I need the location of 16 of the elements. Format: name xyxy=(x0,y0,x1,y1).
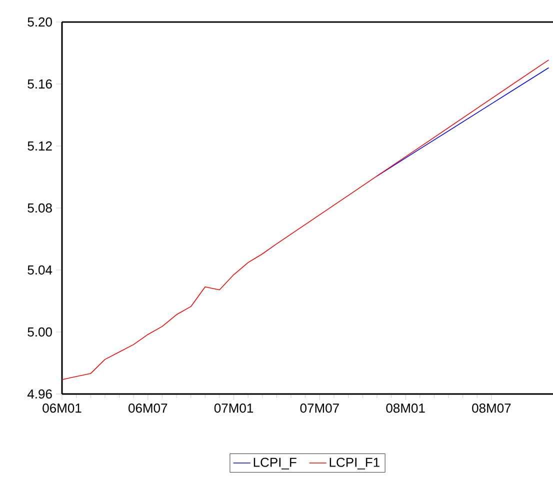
y-tick-label: 5.00 xyxy=(28,327,52,337)
x-tick-label: 07M07 xyxy=(300,404,339,413)
y-tick-label: 5.04 xyxy=(28,265,52,275)
x-tick-label: 08M07 xyxy=(472,404,511,413)
y-tick-label: 5.16 xyxy=(28,79,52,89)
legend-label: LCPI_F xyxy=(254,458,296,470)
line-series xyxy=(62,60,550,380)
x-tick-label: 06M01 xyxy=(42,404,82,413)
x-tick-label: 07M01 xyxy=(214,404,254,413)
legend-label: LCPI_F1 xyxy=(330,458,380,470)
x-tick-label: 06M07 xyxy=(128,404,168,413)
y-tick-label: 5.20 xyxy=(28,17,52,27)
x-tick-label: 08M01 xyxy=(386,404,425,413)
y-tick-label: 5.12 xyxy=(28,141,52,151)
y-tick-label: 4.96 xyxy=(27,389,52,399)
y-tick-label: 5.08 xyxy=(28,203,52,213)
